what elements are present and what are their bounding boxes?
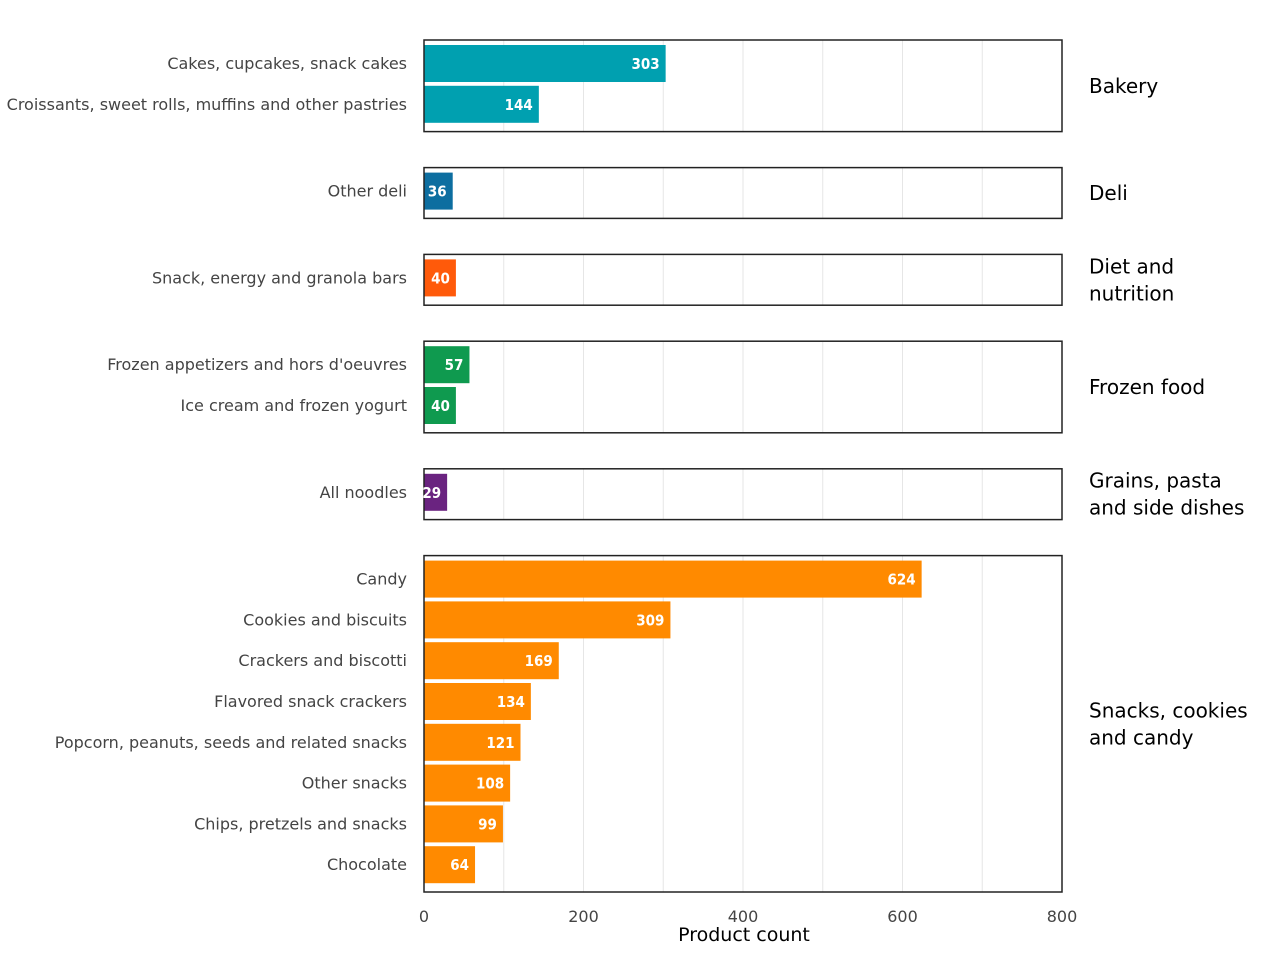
bar-snack-energy-and-granola-bars [424, 259, 456, 297]
category-label: Popcorn, peanuts, seeds and related snac… [55, 733, 407, 752]
panel-deli [423, 166, 1063, 220]
category-label: Crackers and biscotti [238, 651, 407, 670]
bar-frozen-appetizers-and-hors-d-oeuvres [424, 346, 470, 384]
x-tick-label: 200 [568, 907, 599, 926]
bar-ice-cream-and-frozen-yogurt [424, 387, 456, 424]
grid-lines [503, 40, 983, 892]
panel-snacks-cookies-and-candy [423, 554, 1063, 893]
data-label: 36 [428, 183, 447, 201]
group-label: Diet and nutrition [1089, 254, 1174, 305]
bar-flavored-snack-crackers [424, 683, 531, 720]
x-tick-label: 600 [887, 907, 918, 926]
data-label: 108 [476, 775, 504, 793]
data-label: 134 [497, 693, 525, 711]
x-tick-label: 400 [728, 907, 759, 926]
category-label: Cakes, cupcakes, snack cakes [167, 54, 407, 73]
data-label: 29 [422, 484, 441, 502]
panel-frozen-food [423, 340, 1063, 434]
category-label: Ice cream and frozen yogurt [181, 396, 408, 415]
data-label: 64 [450, 856, 469, 874]
x-tick-label: 0 [419, 907, 429, 926]
labels: 303 Cakes, cupcakes, snack cakes 144 Croiss… [7, 54, 1248, 874]
category-label: Other deli [328, 182, 407, 201]
x-axis: 0 200 400 600 800 [419, 907, 1077, 926]
data-label: 144 [505, 96, 533, 114]
data-label: 99 [478, 815, 497, 833]
bar-cakes-cupcakes-snack-cakes [424, 45, 666, 82]
group-label: Deli [1089, 181, 1128, 205]
category-label: Candy [356, 570, 407, 589]
category-label: Croissants, sweet rolls, muffins and oth… [7, 95, 407, 114]
group-label: Frozen food [1089, 375, 1205, 399]
data-label: 169 [525, 652, 553, 670]
category-label: Chips, pretzels and snacks [194, 814, 407, 833]
bar-chips-pretzels-and-snacks [424, 805, 503, 843]
bar-all-noodles [424, 473, 448, 511]
category-label: Frozen appetizers and hors d'oeuvres [107, 355, 407, 374]
group-panels [423, 39, 1063, 893]
category-label: Chocolate [327, 855, 407, 874]
bars [424, 45, 922, 884]
data-label: 40 [431, 397, 450, 415]
category-label: Other snacks [302, 774, 407, 793]
group-label: Snacks, cookies and candy [1089, 698, 1248, 749]
data-label: 57 [445, 356, 464, 374]
bar-croissants-sweet-rolls-muffins-and-other-pastries [424, 85, 539, 123]
panel-grains-pasta-and-side-dishes [423, 468, 1063, 521]
category-label: All noodles [320, 483, 407, 502]
bar-other-snacks [424, 764, 511, 802]
data-label: 309 [636, 611, 664, 629]
group-label: Grains, pasta and side dishes [1089, 469, 1244, 520]
data-label: 40 [431, 269, 450, 287]
category-label: Snack, energy and granola bars [152, 268, 407, 287]
panel-bakery [423, 39, 1063, 133]
data-label: 303 [631, 55, 659, 73]
category-label: Flavored snack crackers [214, 692, 407, 711]
bar-chocolate [424, 846, 476, 884]
bar-other-deli [424, 172, 453, 210]
bar-cookies-and-biscuits [424, 601, 671, 639]
data-label: 624 [887, 571, 915, 589]
group-label: Bakery [1089, 74, 1158, 98]
bar-popcorn-peanuts-seeds-and-related-snacks [424, 723, 521, 761]
data-label: 121 [486, 734, 514, 752]
panel-diet-and-nutrition [423, 253, 1063, 306]
x-axis-title: Product count [678, 924, 810, 946]
bar-crackers-and-biscotti [424, 642, 559, 680]
category-label: Cookies and biscuits [243, 610, 407, 629]
bar-candy [424, 560, 922, 598]
x-tick-label: 800 [1047, 907, 1078, 926]
